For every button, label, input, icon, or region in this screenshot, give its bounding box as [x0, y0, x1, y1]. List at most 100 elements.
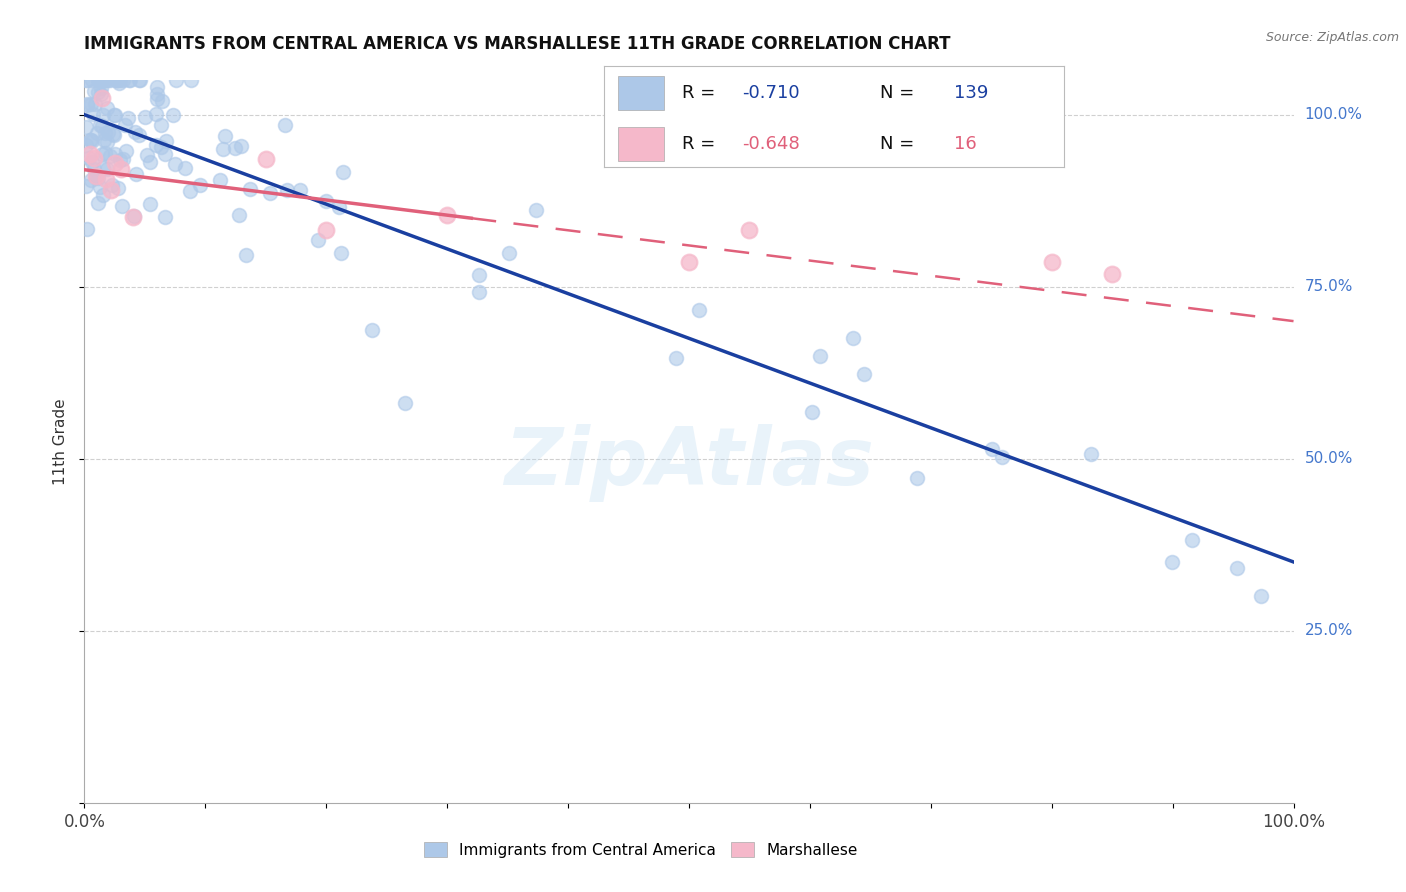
Point	[1161, 556, 1184, 570]
Point	[239, 182, 262, 196]
Text: 100.0%: 100.0%	[1305, 107, 1362, 122]
Point	[104, 108, 127, 122]
Point	[82, 73, 104, 87]
Point	[145, 107, 167, 121]
Point	[163, 157, 186, 171]
Text: Source: ZipAtlas.com: Source: ZipAtlas.com	[1265, 31, 1399, 45]
Text: 25.0%: 25.0%	[1305, 624, 1353, 639]
Point	[524, 202, 547, 217]
Point	[104, 156, 127, 170]
Point	[150, 140, 173, 154]
Point	[80, 134, 103, 148]
Point	[90, 119, 112, 133]
Legend: Immigrants from Central America, Marshallese: Immigrants from Central America, Marshal…	[418, 836, 863, 863]
Point	[498, 245, 520, 260]
Y-axis label: 11th Grade: 11th Grade	[52, 398, 67, 485]
Point	[122, 209, 145, 223]
Point	[139, 197, 162, 211]
Point	[980, 442, 1002, 456]
Point	[801, 405, 824, 419]
Point	[139, 154, 162, 169]
Point	[86, 169, 108, 183]
Point	[80, 155, 103, 169]
Point	[905, 471, 928, 485]
Text: 75.0%: 75.0%	[1305, 279, 1353, 294]
Point	[75, 120, 97, 134]
Point	[90, 81, 112, 95]
Point	[146, 79, 169, 94]
Point	[274, 118, 297, 132]
Point	[146, 92, 169, 106]
Point	[83, 97, 105, 112]
Point	[394, 396, 416, 410]
Point	[86, 85, 108, 99]
Point	[155, 147, 177, 161]
Point	[98, 149, 121, 163]
Point	[91, 73, 114, 87]
Point	[89, 118, 111, 132]
Point	[842, 331, 865, 345]
Point	[1226, 561, 1249, 575]
Point	[96, 161, 118, 176]
Point	[208, 173, 231, 187]
Point	[82, 107, 104, 121]
Point	[83, 151, 105, 165]
Point	[214, 128, 236, 143]
Point	[76, 73, 98, 87]
Text: IMMIGRANTS FROM CENTRAL AMERICA VS MARSHALLESE 11TH GRADE CORRELATION CHART: IMMIGRANTS FROM CENTRAL AMERICA VS MARSH…	[84, 35, 950, 54]
Point	[467, 285, 489, 300]
Point	[105, 73, 128, 87]
Point	[89, 179, 111, 194]
Point	[90, 87, 112, 101]
Point	[91, 73, 114, 87]
Text: 50.0%: 50.0%	[1305, 451, 1353, 467]
Point	[94, 172, 117, 186]
Point	[254, 152, 277, 166]
Point	[91, 108, 114, 122]
Point	[155, 134, 177, 148]
Point	[97, 125, 120, 139]
Point	[101, 178, 124, 193]
Point	[103, 128, 125, 142]
Point	[179, 184, 201, 198]
Point	[738, 223, 761, 237]
Point	[79, 146, 101, 161]
Point	[110, 161, 132, 176]
Point	[125, 167, 148, 181]
Point	[688, 303, 710, 318]
Point	[98, 73, 121, 87]
Point	[231, 139, 253, 153]
Point	[91, 91, 114, 105]
Point	[94, 145, 117, 160]
Point	[87, 73, 110, 87]
Point	[108, 73, 131, 87]
Point	[315, 194, 337, 209]
Point	[145, 137, 167, 152]
Point	[107, 76, 129, 90]
Point	[80, 133, 103, 147]
Point	[96, 101, 118, 115]
Point	[104, 147, 127, 161]
Point	[665, 351, 688, 365]
Point	[135, 148, 157, 162]
Point	[128, 73, 150, 87]
Point	[1080, 447, 1102, 461]
Point	[103, 108, 125, 122]
Point	[991, 450, 1014, 464]
Point	[124, 125, 146, 139]
Point	[90, 73, 112, 87]
Point	[212, 142, 235, 156]
Point	[120, 73, 142, 87]
Point	[80, 172, 103, 186]
Point	[93, 133, 115, 147]
Point	[105, 73, 128, 87]
Point	[468, 268, 491, 282]
Point	[150, 118, 173, 132]
Point	[97, 73, 120, 87]
Point	[162, 108, 184, 122]
Point	[111, 199, 134, 213]
Point	[94, 126, 117, 140]
Point	[112, 152, 135, 166]
Point	[852, 368, 875, 382]
Point	[83, 84, 105, 98]
